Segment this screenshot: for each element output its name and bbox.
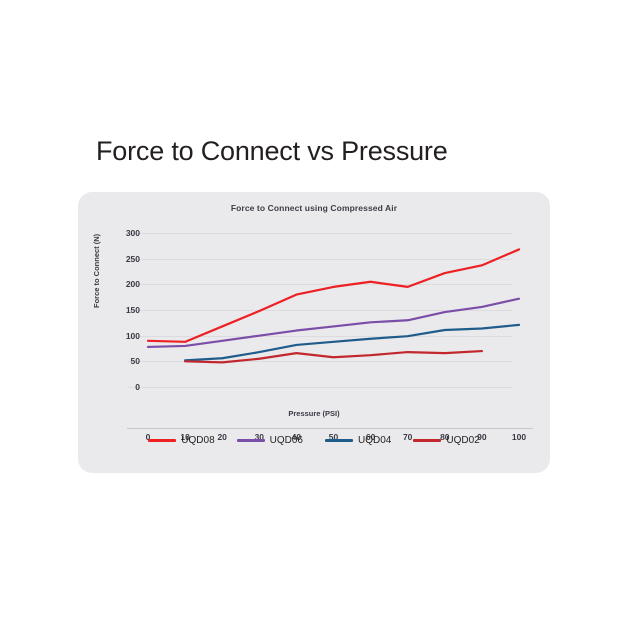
x-tick-label: 50 [328, 432, 339, 442]
legend-item-uqd08[interactable]: UQD08 [148, 435, 215, 446]
gridline [127, 233, 512, 234]
legend-label: UQD02 [446, 435, 480, 446]
y-tick-label: 100 [125, 330, 140, 341]
page-title: Force to Connect vs Pressure [96, 136, 448, 166]
gridline [127, 387, 512, 388]
y-tick-label: 200 [125, 279, 140, 290]
y-tick-label: 250 [125, 253, 140, 264]
x-tick-label: 90 [477, 432, 487, 442]
x-axis-line [127, 428, 533, 429]
x-tick-label: 60 [365, 432, 376, 442]
legend-item-uqd02[interactable]: UQD02 [413, 435, 480, 446]
x-tick-label: 70 [402, 432, 413, 442]
legend-label: UQD04 [358, 435, 392, 446]
gridline [127, 284, 512, 286]
legend-label: UQD06 [269, 435, 303, 446]
series-line-uqd04 [183, 323, 521, 362]
legend-item-uqd06[interactable]: UQD06 [236, 435, 303, 446]
legend-swatch-icon [325, 439, 353, 442]
series-lines [146, 248, 521, 364]
x-axis-title: Pressure (PSI) [288, 409, 340, 418]
y-tick-label: 150 [125, 305, 140, 315]
chart-legend: UQD08 UQD06 UQD04 UQD02 [78, 435, 550, 446]
x-tick-label: 40 [291, 432, 302, 442]
x-tick-label: 10 [180, 432, 190, 442]
legend-swatch-icon [148, 439, 177, 442]
gridline [127, 310, 512, 311]
series-line-uqd08 [146, 248, 521, 343]
y-tick-label: 50 [130, 356, 140, 367]
x-tick-label: 100 [511, 432, 527, 442]
legend-label: UQD08 [181, 435, 215, 446]
x-tick-label: 20 [217, 432, 227, 442]
gridline [127, 258, 512, 260]
x-tick-label: 80 [440, 432, 450, 442]
chart-subtitle: Force to Connect using Compressed Air [230, 203, 398, 213]
legend-item-uqd04[interactable]: UQD04 [325, 435, 391, 446]
y-axis-title: Force to Connect (N) [92, 233, 101, 308]
chart-panel: Force to Connect using Compressed Air Fo… [78, 192, 550, 473]
y-tick-label: 300 [125, 228, 140, 238]
legend-swatch-icon [413, 439, 442, 442]
series-line-uqd02 [183, 349, 483, 364]
x-tick-label: 30 [254, 432, 265, 442]
legend-swatch-icon [236, 439, 265, 442]
gridline [127, 361, 512, 363]
x-tick-label: 0 [145, 432, 151, 442]
y-tick-label: 0 [135, 382, 140, 392]
plot-area: 0 50 100 150 200 250 300 0 10 20 30 40 50 60 70 80 90 10… [126, 228, 533, 442]
gridline [127, 335, 512, 337]
series-line-uqd06 [146, 297, 521, 349]
